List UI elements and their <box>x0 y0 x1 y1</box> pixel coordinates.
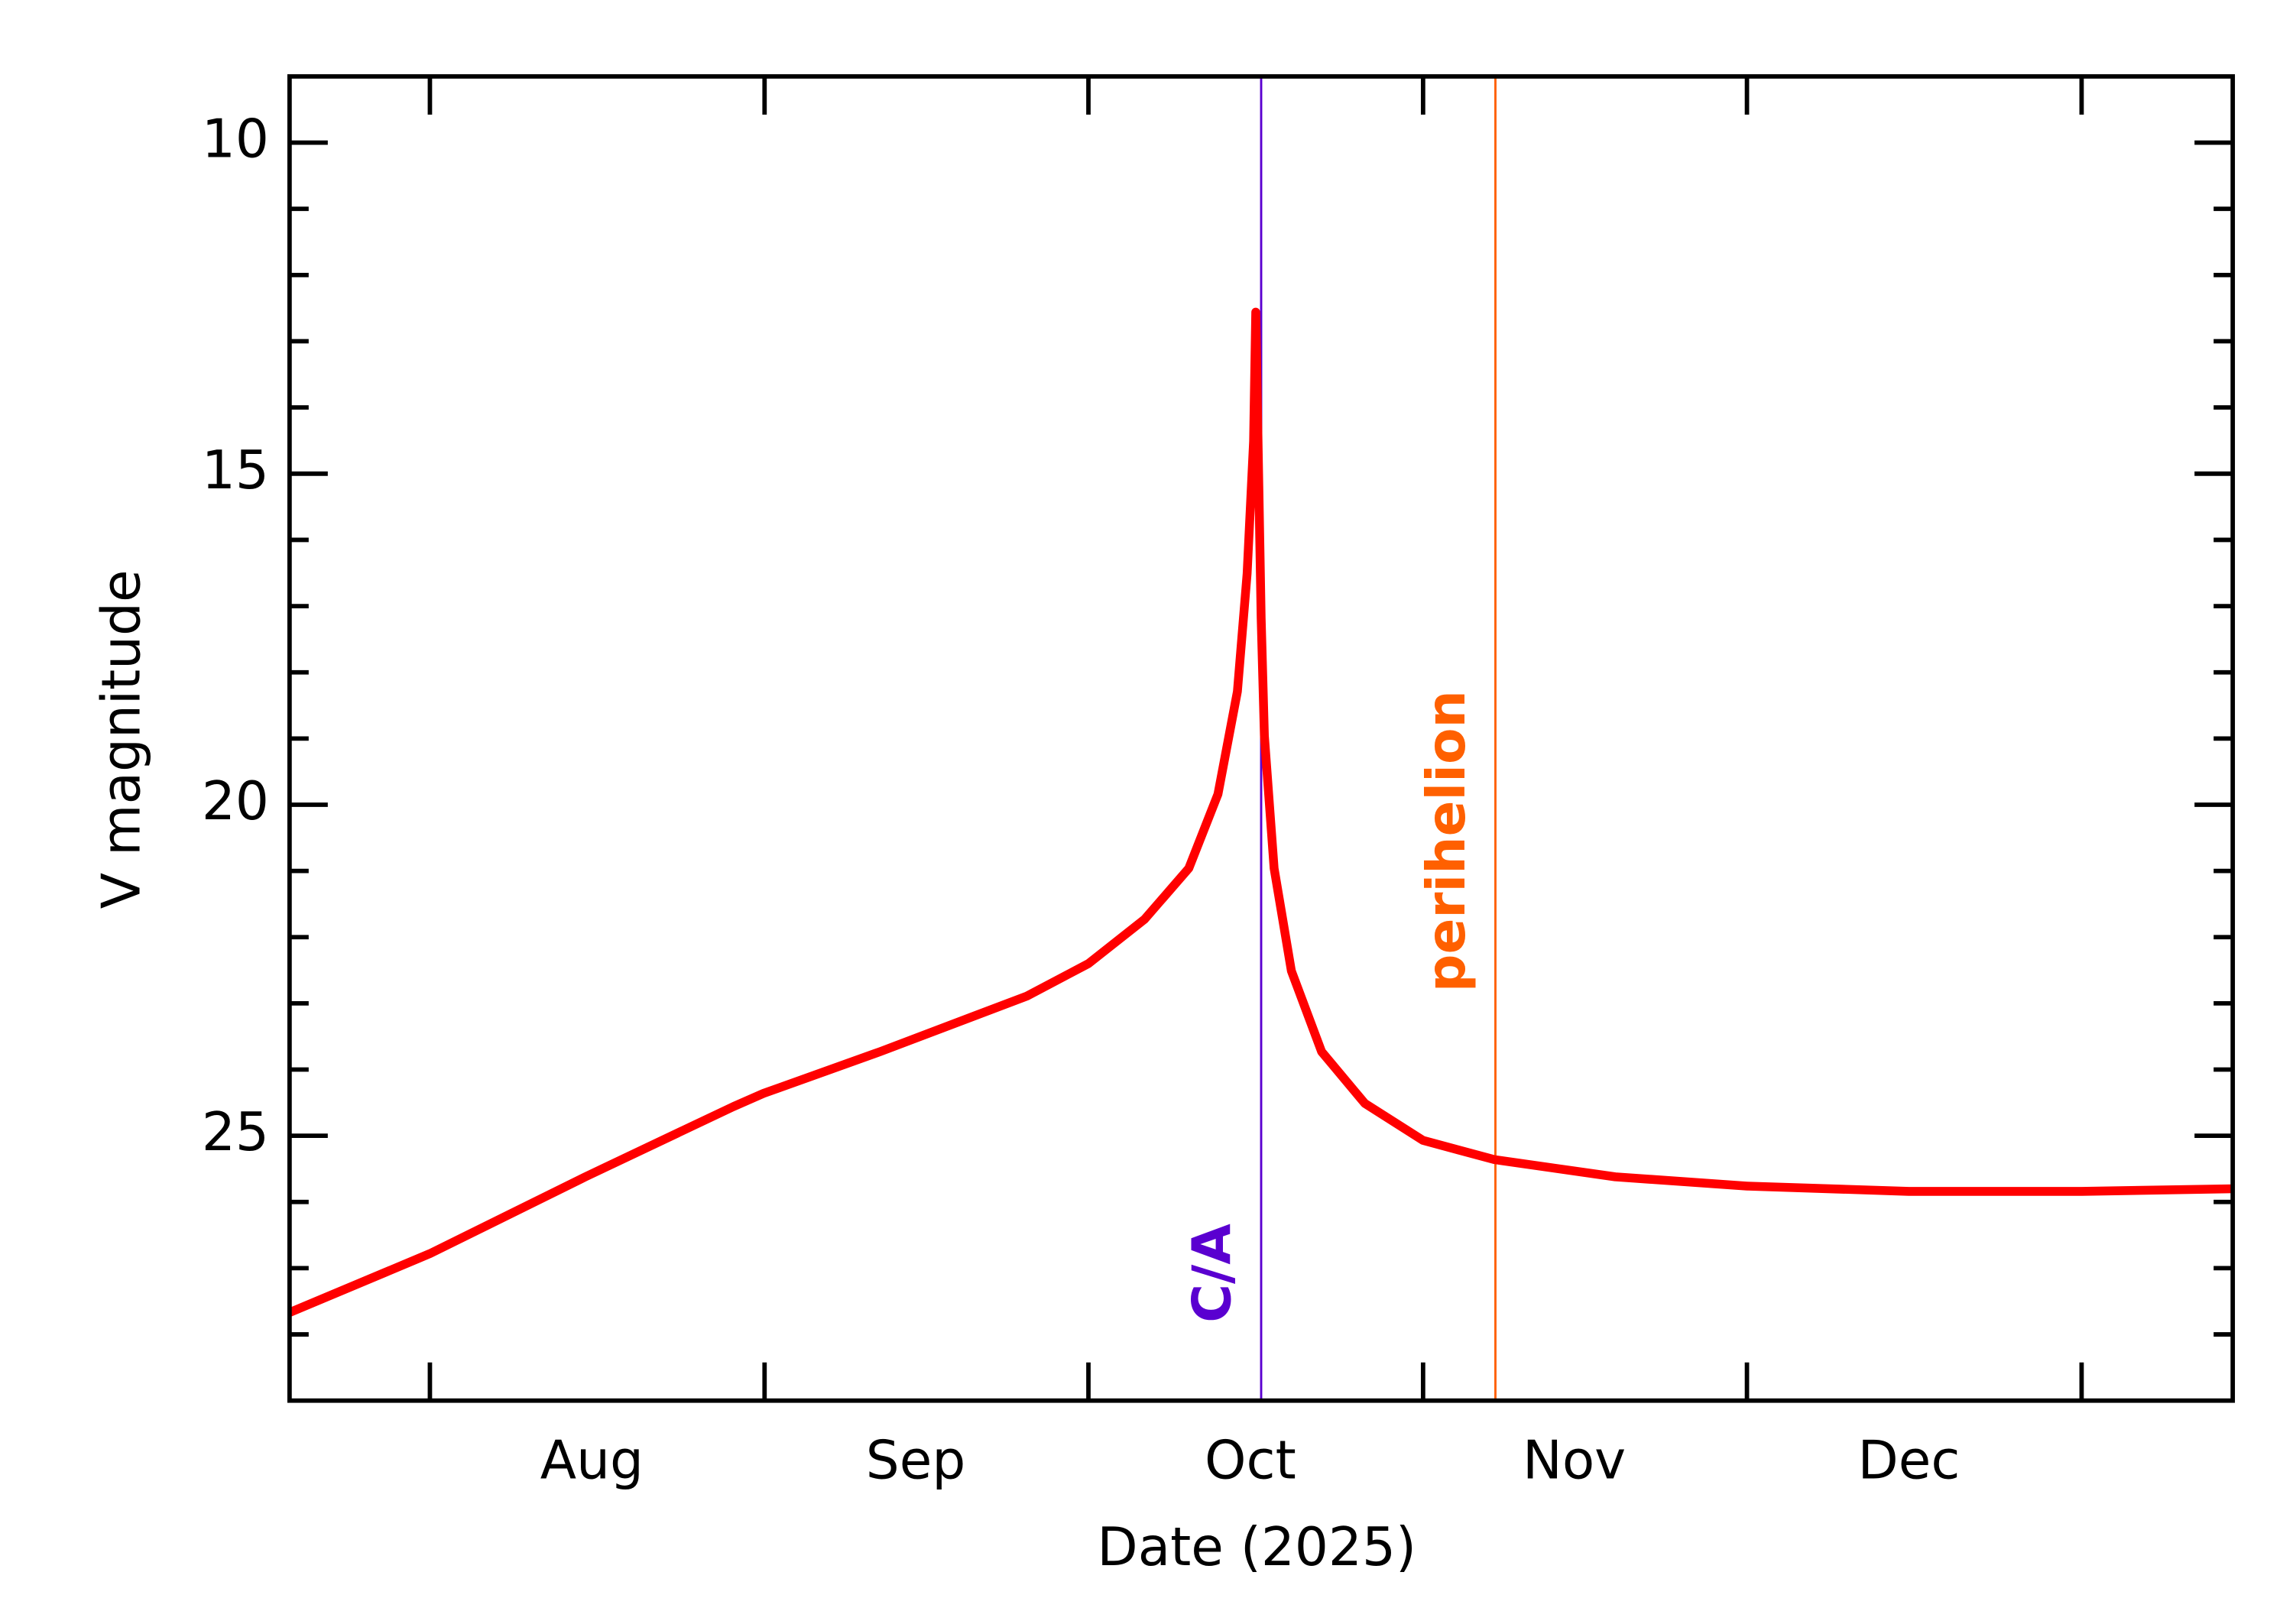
plot-frame <box>287 74 2236 1403</box>
line-series <box>289 307 2233 1317</box>
x-tick-label: Sep <box>866 1430 965 1491</box>
event-label: C/A <box>1182 1224 1243 1323</box>
x-tick-label: Nov <box>1523 1430 1626 1491</box>
y-tick-label: 10 <box>202 109 269 170</box>
x-tick-label: Oct <box>1205 1430 1296 1491</box>
event-label: perihelion <box>1416 690 1477 992</box>
x-tick-label: Aug <box>540 1430 644 1491</box>
y-axis-label: V magnitude <box>91 569 152 909</box>
y-tick-label: 15 <box>202 440 269 501</box>
y-tick-label: 20 <box>202 771 269 832</box>
y-tick-label: 25 <box>202 1102 269 1163</box>
x-axis-label: Date (2025) <box>1097 1517 1416 1578</box>
x-tick-label: Dec <box>1857 1430 1960 1491</box>
